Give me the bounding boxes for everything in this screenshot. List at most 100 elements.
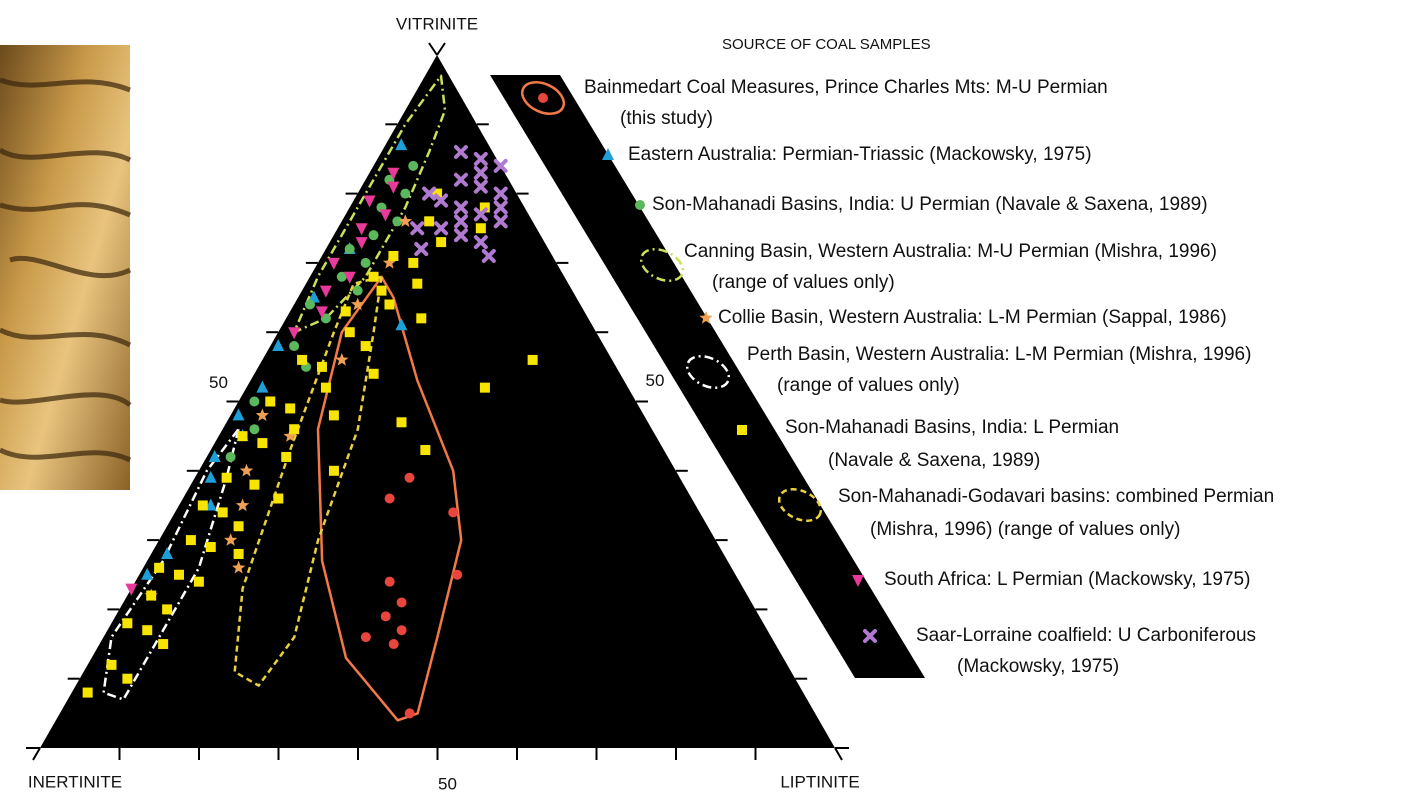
point bbox=[320, 382, 331, 393]
point bbox=[273, 493, 284, 504]
legend-marker bbox=[737, 425, 747, 435]
point bbox=[368, 271, 379, 282]
point bbox=[122, 618, 133, 629]
point bbox=[154, 562, 165, 573]
point bbox=[416, 313, 427, 324]
point bbox=[288, 327, 301, 340]
point bbox=[527, 354, 538, 365]
point bbox=[352, 285, 363, 296]
point bbox=[360, 632, 371, 643]
point bbox=[355, 237, 368, 250]
point bbox=[420, 445, 431, 456]
vertex-label: LIPTINITE bbox=[780, 772, 859, 791]
point bbox=[473, 207, 488, 222]
point bbox=[141, 567, 154, 580]
point bbox=[396, 597, 407, 608]
point bbox=[297, 354, 308, 365]
point bbox=[289, 341, 300, 352]
point bbox=[481, 248, 496, 263]
legend-marker bbox=[602, 148, 614, 160]
point bbox=[453, 200, 468, 215]
point bbox=[493, 200, 508, 215]
vertex-label: VITRINITE bbox=[396, 14, 478, 33]
point bbox=[379, 209, 392, 222]
legend-label: Perth Basin, Western Australia: L-M Perm… bbox=[747, 344, 1251, 365]
point bbox=[434, 193, 449, 208]
point bbox=[434, 221, 449, 236]
point bbox=[235, 498, 250, 512]
point bbox=[208, 449, 221, 462]
legend-item: Son-Mahanadi-Godavari basins: combined P… bbox=[777, 486, 1274, 540]
point bbox=[162, 604, 173, 615]
point bbox=[479, 202, 490, 213]
point bbox=[158, 639, 169, 650]
legend-label: Saar-Lorraine coalfield: U Carboniferous bbox=[916, 625, 1256, 646]
point bbox=[281, 451, 292, 462]
point bbox=[452, 569, 463, 580]
point bbox=[410, 221, 425, 236]
legend-label: Bainmedart Coal Measures, Prince Charles… bbox=[584, 77, 1108, 98]
legend-item: Canning Basin, Western Australia: M-U Pe… bbox=[639, 241, 1217, 293]
legend-item: Son-Mahanadi Basins, India: U Permian (N… bbox=[635, 194, 1208, 215]
point bbox=[239, 463, 254, 477]
point bbox=[161, 546, 174, 559]
point bbox=[174, 569, 184, 580]
vertex-marks bbox=[26, 42, 849, 761]
point bbox=[363, 195, 376, 208]
legend-outline bbox=[520, 81, 566, 115]
point bbox=[384, 576, 395, 587]
legend-item: Collie Basin, Western Australia: L-M Per… bbox=[699, 307, 1227, 328]
point bbox=[336, 271, 347, 282]
point bbox=[340, 306, 351, 317]
point bbox=[388, 250, 399, 261]
point bbox=[233, 521, 244, 532]
point bbox=[384, 493, 395, 504]
point bbox=[360, 341, 371, 352]
legend-label: Canning Basin, Western Australia: M-U Pe… bbox=[684, 241, 1217, 262]
point bbox=[387, 167, 400, 180]
legend-outline bbox=[685, 355, 731, 389]
point bbox=[398, 214, 412, 227]
point bbox=[453, 214, 468, 229]
range-outline bbox=[292, 74, 447, 334]
point bbox=[221, 472, 232, 483]
point bbox=[316, 361, 327, 372]
point bbox=[249, 424, 260, 435]
legend-label: Son-Mahanadi-Godavari basins: combined P… bbox=[838, 486, 1274, 507]
point bbox=[327, 257, 340, 270]
legend-outline bbox=[639, 248, 685, 282]
legend-item: Bainmedart Coal Measures, Prince Charles… bbox=[520, 77, 1108, 129]
point bbox=[283, 429, 297, 442]
point bbox=[408, 257, 419, 268]
point bbox=[351, 297, 365, 311]
point bbox=[320, 313, 331, 324]
point bbox=[265, 396, 276, 407]
point bbox=[257, 438, 268, 449]
legend-marker bbox=[699, 311, 713, 324]
point bbox=[289, 424, 300, 435]
point bbox=[328, 410, 339, 421]
point bbox=[432, 188, 443, 199]
photo-streaks bbox=[0, 77, 132, 463]
point bbox=[400, 188, 411, 199]
point bbox=[396, 625, 407, 636]
point bbox=[197, 500, 208, 511]
point bbox=[382, 255, 397, 269]
photo bbox=[0, 45, 132, 490]
legend-marker bbox=[852, 575, 864, 587]
point bbox=[368, 368, 379, 379]
legend-item: Eastern Australia: Permian-Triassic (Mac… bbox=[602, 144, 1092, 165]
point bbox=[479, 382, 490, 393]
point bbox=[272, 339, 285, 352]
point bbox=[424, 216, 435, 227]
point bbox=[404, 472, 415, 483]
point bbox=[387, 181, 400, 194]
legend-marker bbox=[538, 93, 548, 103]
legend-label: South Africa: L Permian (Mackowsky, 1975… bbox=[884, 569, 1250, 590]
point bbox=[237, 431, 248, 442]
point bbox=[82, 687, 93, 698]
point bbox=[408, 160, 419, 171]
point bbox=[422, 186, 437, 201]
point bbox=[376, 285, 387, 296]
